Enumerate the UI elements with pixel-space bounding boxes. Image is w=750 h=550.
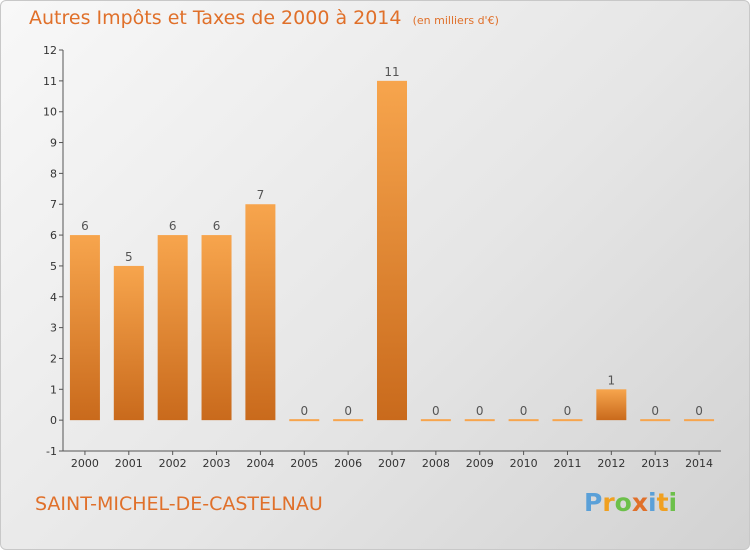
logo-letter: t bbox=[656, 488, 669, 517]
logo-letter: P bbox=[584, 488, 603, 517]
y-tick-label: 5 bbox=[50, 260, 57, 273]
y-tick-label: 12 bbox=[43, 44, 57, 57]
bar-value-label: 0 bbox=[344, 404, 352, 418]
x-tick-label: 2006 bbox=[334, 457, 362, 470]
y-tick-label: 0 bbox=[50, 414, 57, 427]
x-tick-label: 2007 bbox=[378, 457, 406, 470]
x-tick-label: 2009 bbox=[466, 457, 494, 470]
logo-letter: i bbox=[668, 488, 678, 517]
y-tick-label: 10 bbox=[43, 106, 57, 119]
bar bbox=[377, 80, 407, 421]
bar bbox=[333, 419, 364, 422]
x-tick-label: 2011 bbox=[553, 457, 581, 470]
y-tick-label: 9 bbox=[50, 137, 57, 150]
bar bbox=[113, 265, 144, 421]
bar bbox=[201, 235, 232, 421]
x-tick-label: 2003 bbox=[203, 457, 231, 470]
bar-value-label: 6 bbox=[169, 219, 177, 233]
logo-letter: i bbox=[648, 488, 657, 517]
y-tick-label: 11 bbox=[43, 75, 57, 88]
y-tick-label: 6 bbox=[50, 229, 57, 242]
bar bbox=[420, 419, 451, 422]
bar bbox=[289, 419, 320, 422]
x-tick-label: 2004 bbox=[246, 457, 274, 470]
proxiti-logo: Proxiti bbox=[584, 488, 677, 517]
bar-value-label: 0 bbox=[695, 404, 703, 418]
y-tick-label: -1 bbox=[46, 445, 57, 458]
bar-value-label: 0 bbox=[564, 404, 572, 418]
bar-value-label: 7 bbox=[257, 188, 265, 202]
x-tick-label: 2002 bbox=[159, 457, 187, 470]
x-tick-label: 2008 bbox=[422, 457, 450, 470]
bar-value-label: 6 bbox=[81, 219, 89, 233]
y-tick-label: 8 bbox=[50, 167, 57, 180]
x-tick-label: 2014 bbox=[685, 457, 713, 470]
x-tick-label: 2012 bbox=[597, 457, 625, 470]
bar bbox=[552, 419, 583, 422]
logo-letter: r bbox=[602, 488, 615, 517]
bar bbox=[640, 419, 671, 422]
bar-value-label: 11 bbox=[384, 65, 399, 79]
bar bbox=[157, 235, 188, 421]
x-tick-label: 2005 bbox=[290, 457, 318, 470]
logo-letter: o bbox=[614, 488, 632, 517]
y-tick-label: 4 bbox=[50, 291, 57, 304]
x-tick-label: 2010 bbox=[510, 457, 538, 470]
y-tick-label: 2 bbox=[50, 352, 57, 365]
bar bbox=[684, 419, 715, 422]
bar-value-label: 0 bbox=[520, 404, 528, 418]
bar-value-label: 0 bbox=[300, 404, 308, 418]
bar-value-label: 0 bbox=[651, 404, 659, 418]
bar bbox=[69, 235, 100, 421]
bar bbox=[464, 419, 495, 422]
bar-value-label: 1 bbox=[608, 373, 616, 387]
bar-value-label: 5 bbox=[125, 250, 133, 264]
chart-units: (en milliers d'€) bbox=[412, 14, 499, 27]
bar-value-label: 0 bbox=[432, 404, 440, 418]
chart-title-block: Autres Impôts et Taxes de 2000 à 2014 (e… bbox=[29, 7, 499, 29]
bar bbox=[596, 389, 627, 421]
bar bbox=[508, 419, 539, 422]
bar-value-label: 6 bbox=[213, 219, 221, 233]
bar-value-label: 0 bbox=[476, 404, 484, 418]
x-tick-label: 2001 bbox=[115, 457, 143, 470]
y-tick-label: 7 bbox=[50, 198, 57, 211]
x-tick-label: 2013 bbox=[641, 457, 669, 470]
x-tick-label: 2000 bbox=[71, 457, 99, 470]
commune-name: SAINT-MICHEL-DE-CASTELNAU bbox=[35, 493, 323, 515]
y-tick-label: 3 bbox=[50, 322, 57, 335]
y-tick-label: 1 bbox=[50, 383, 57, 396]
chart-title: Autres Impôts et Taxes de 2000 à 2014 bbox=[29, 7, 402, 29]
bar bbox=[245, 204, 276, 421]
logo-letter: x bbox=[631, 488, 648, 517]
